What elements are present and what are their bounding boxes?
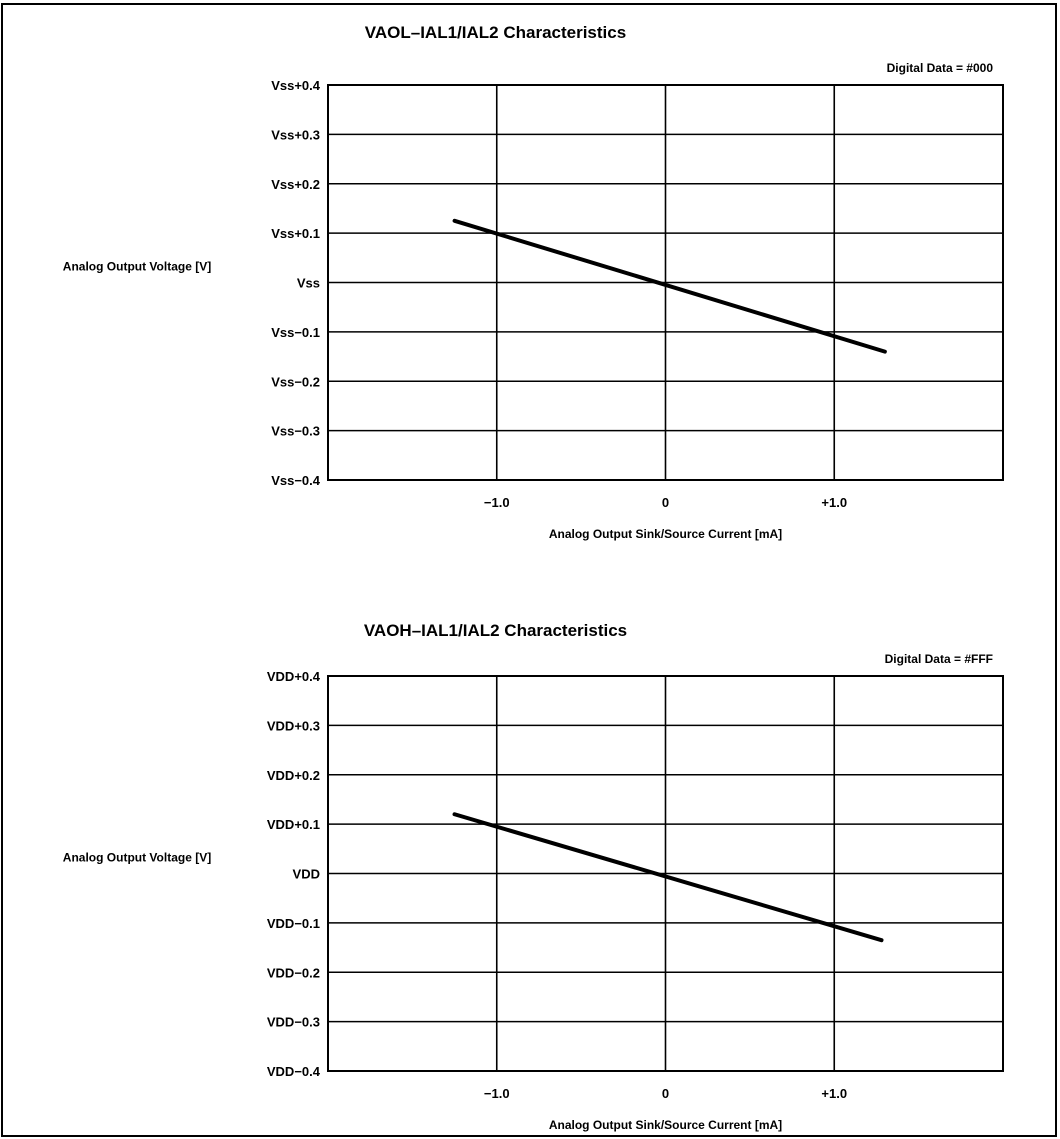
chart-1-title: VAOL–IAL1/IAL2 Characteristics (365, 23, 626, 42)
chart-1-y-tick-label: Vss+0.2 (271, 177, 320, 192)
chart-2-y-tick-label: VDD−0.3 (267, 1015, 320, 1030)
chart-2-y-tick-label: VDD (293, 867, 320, 882)
chart-1-y-tick-label: Vss (297, 276, 320, 291)
chart-1-y-tick-label: Vss+0.4 (271, 78, 321, 93)
chart-2-x-tick-label: −1.0 (484, 1086, 510, 1101)
chart-2-y-tick-label: VDD−0.4 (267, 1064, 321, 1079)
chart-2-y-tick-label: VDD+0.3 (267, 718, 320, 733)
chart-2-y-tick-label: VDD+0.1 (267, 817, 320, 832)
chart-2-y-tick-label: VDD−0.1 (267, 916, 320, 931)
chart-1-note: Digital Data = #000 (887, 61, 994, 75)
chart-1-y-tick-label: Vss−0.2 (271, 374, 320, 389)
chart-1-series-line (452, 218, 887, 354)
chart-1-x-tick-label: 0 (662, 495, 669, 510)
chart-1-x-tick-label: −1.0 (484, 495, 510, 510)
figure-frame (1, 3, 1057, 1137)
chart-1-x-axis-label: Analog Output Sink/Source Current [mA] (549, 527, 782, 541)
chart-1-y-tick-label: Vss−0.4 (271, 473, 321, 488)
chart-1-plot-border (327, 84, 1004, 481)
chart-1-y-tick-label: Vss+0.1 (271, 226, 320, 241)
chart-2-y-tick-label: VDD+0.2 (267, 768, 320, 783)
chart-2-x-tick-label: +1.0 (821, 1086, 847, 1101)
chart-2-plot-border (327, 675, 1004, 1072)
chart-2-note: Digital Data = #FFF (885, 652, 993, 666)
chart-2-title: VAOH–IAL1/IAL2 Characteristics (364, 621, 627, 640)
chart-2-y-tick-label: VDD−0.2 (267, 965, 320, 980)
chart-2-x-tick-label: 0 (662, 1086, 669, 1101)
chart-2-y-axis-label: Analog Output Voltage [V] (63, 851, 211, 865)
chart-2-x-axis-label: Analog Output Sink/Source Current [mA] (549, 1118, 782, 1132)
chart-2-y-tick-label: VDD+0.4 (267, 669, 321, 684)
chart-1-y-tick-label: Vss−0.1 (271, 325, 320, 340)
chart-1-y-tick-label: Vss−0.3 (271, 424, 320, 439)
chart-1-y-axis-label: Analog Output Voltage [V] (63, 260, 211, 274)
chart-1-x-tick-label: +1.0 (821, 495, 847, 510)
chart-2-series-line (452, 812, 884, 943)
chart-1-y-tick-label: Vss+0.3 (271, 127, 320, 142)
